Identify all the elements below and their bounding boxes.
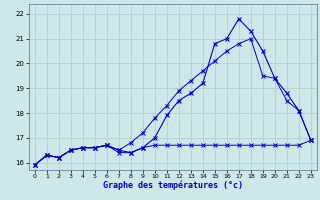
X-axis label: Graphe des températures (°c): Graphe des températures (°c): [103, 181, 243, 190]
